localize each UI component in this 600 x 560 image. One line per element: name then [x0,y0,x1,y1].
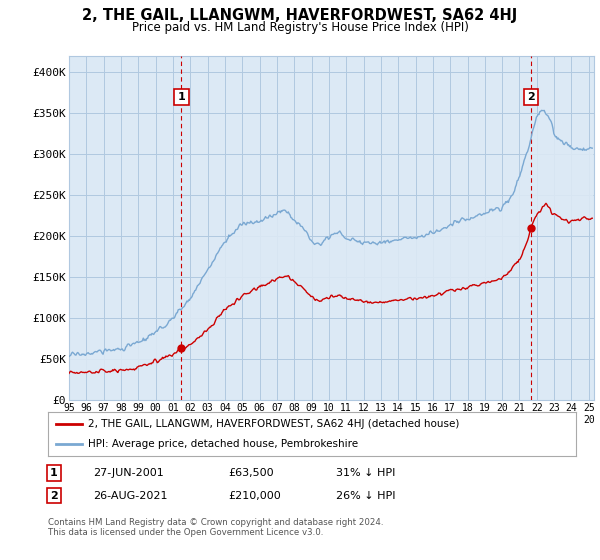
Text: 2, THE GAIL, LLANGWM, HAVERFORDWEST, SA62 4HJ: 2, THE GAIL, LLANGWM, HAVERFORDWEST, SA6… [82,8,518,24]
Text: 1: 1 [178,92,185,102]
Text: £210,000: £210,000 [228,491,281,501]
Text: 31% ↓ HPI: 31% ↓ HPI [336,468,395,478]
Text: 2: 2 [50,491,58,501]
Text: 1: 1 [50,468,58,478]
Text: 26% ↓ HPI: 26% ↓ HPI [336,491,395,501]
Text: Price paid vs. HM Land Registry's House Price Index (HPI): Price paid vs. HM Land Registry's House … [131,21,469,34]
Text: HPI: Average price, detached house, Pembrokeshire: HPI: Average price, detached house, Pemb… [88,439,358,449]
Text: 2: 2 [527,92,535,102]
Text: 27-JUN-2001: 27-JUN-2001 [93,468,164,478]
Text: 2, THE GAIL, LLANGWM, HAVERFORDWEST, SA62 4HJ (detached house): 2, THE GAIL, LLANGWM, HAVERFORDWEST, SA6… [88,419,459,429]
Text: Contains HM Land Registry data © Crown copyright and database right 2024.
This d: Contains HM Land Registry data © Crown c… [48,518,383,538]
Text: £63,500: £63,500 [228,468,274,478]
Text: 26-AUG-2021: 26-AUG-2021 [93,491,167,501]
